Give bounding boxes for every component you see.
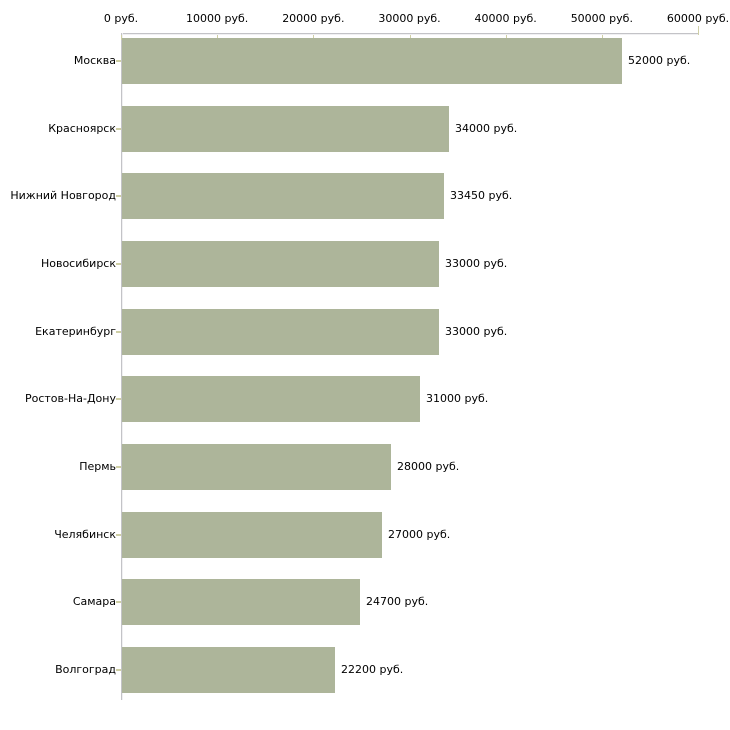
value-label: 52000 руб. [628,54,691,67]
x-axis-tick-label: 20000 руб. [282,12,345,25]
y-axis-tick-mark [116,534,121,536]
y-axis-tick-mark [116,263,121,265]
bar [122,512,382,558]
y-axis-tick-mark [116,466,121,468]
x-axis-tick-mark [217,35,218,40]
x-axis-tick-mark [602,35,603,40]
bar [122,309,439,355]
bar [122,376,420,422]
value-label: 24700 руб. [366,595,429,608]
value-label: 33000 руб. [445,257,508,270]
bar [122,647,335,693]
x-axis-tick-mark [313,35,314,40]
bar [122,38,622,84]
category-label: Челябинск [54,528,116,541]
bar [122,241,439,287]
x-axis-tick-mark [121,35,122,40]
value-label: 33450 руб. [450,189,513,202]
x-axis-tick-label: 10000 руб. [186,12,249,25]
bar [122,106,449,152]
x-axis-tick-mark [698,26,699,35]
value-label: 22200 руб. [341,663,404,676]
value-label: 31000 руб. [426,392,489,405]
bar [122,444,391,490]
y-axis-tick-mark [116,60,121,62]
category-label: Самара [72,595,116,608]
category-label: Москва [73,54,116,67]
x-axis-tick-mark [506,35,507,40]
category-label: Красноярск [48,122,116,135]
value-label: 33000 руб. [445,325,508,338]
y-axis-tick-mark [116,398,121,400]
x-axis-tick-mark [410,35,411,40]
y-axis-tick-mark [116,601,121,603]
x-axis-tick-label: 50000 руб. [570,12,633,25]
x-axis-tick-label: 60000 руб. [666,12,730,25]
value-label: 34000 руб. [455,122,518,135]
x-axis-tick-label: 40000 руб. [474,12,537,25]
y-axis-tick-mark [116,331,121,333]
category-label: Екатеринбург [35,325,116,338]
x-axis-tick-label: 0 руб. [103,12,139,25]
category-label: Ростов-На-Дону [24,392,116,405]
y-axis-tick-mark [116,128,121,130]
category-label: Пермь [79,460,116,473]
y-axis-tick-mark [116,195,121,197]
x-axis-line [121,33,699,34]
category-label: Нижний Новгород [10,189,116,202]
value-label: 27000 руб. [388,528,451,541]
y-axis-line [121,33,122,700]
bar [122,173,444,219]
category-label: Новосибирск [40,257,116,270]
category-label: Волгоград [55,663,116,676]
bar [122,579,360,625]
x-axis-tick-label: 30000 руб. [378,12,441,25]
y-axis-tick-mark [116,669,121,671]
value-label: 28000 руб. [397,460,460,473]
